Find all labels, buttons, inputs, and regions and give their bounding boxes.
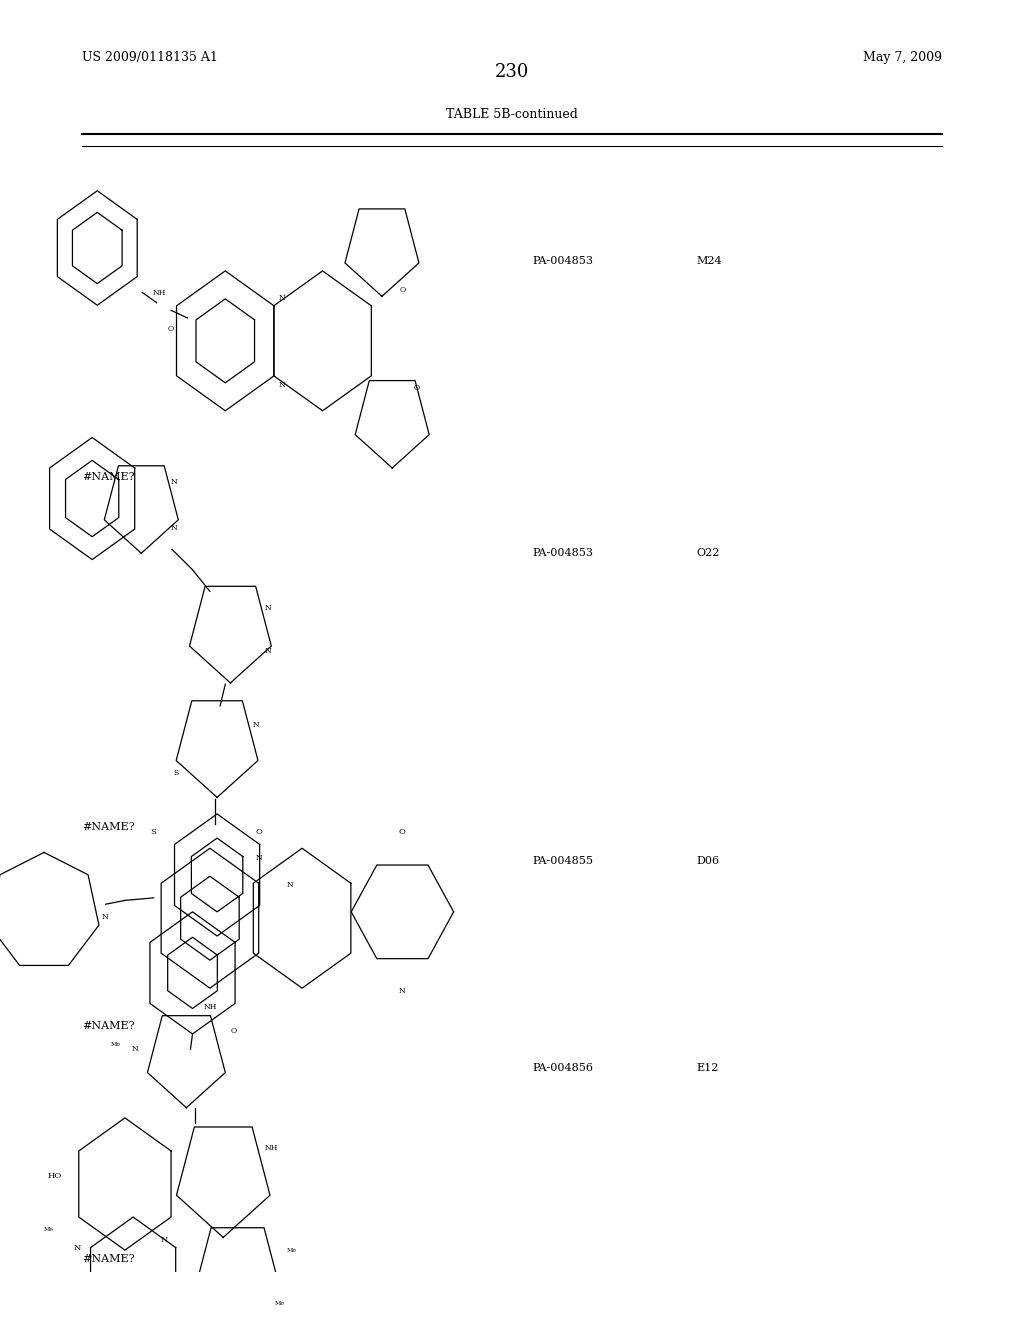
Text: S: S [151,828,157,836]
Text: N: N [279,293,285,301]
Text: O: O [256,828,262,836]
Text: O: O [230,1027,237,1035]
Text: NH: NH [264,1144,279,1152]
Text: NH: NH [203,1003,217,1011]
Text: PA-004855: PA-004855 [532,855,594,866]
Text: E12: E12 [696,1064,719,1073]
Text: May 7, 2009: May 7, 2009 [863,50,942,63]
Text: O: O [168,326,174,334]
Text: Me: Me [111,1041,121,1047]
Text: N: N [253,721,259,729]
Text: #NAME?: #NAME? [82,821,134,832]
Text: N: N [171,478,177,486]
Text: N: N [73,1243,81,1251]
Text: S: S [173,770,179,777]
Text: D06: D06 [696,855,720,866]
Text: 230: 230 [495,63,529,82]
Text: O22: O22 [696,548,720,558]
Text: HO: HO [47,1172,61,1180]
Text: Me: Me [43,1228,53,1233]
Text: N: N [265,605,271,612]
Text: PA-004856: PA-004856 [532,1064,594,1073]
Text: N: N [160,1236,168,1243]
Text: N: N [279,381,285,389]
Text: O: O [399,829,406,837]
Text: M24: M24 [696,256,722,265]
Text: Me: Me [274,1302,285,1305]
Text: O: O [399,286,406,294]
Text: N: N [171,524,177,532]
Text: O: O [414,384,420,392]
Text: #NAME?: #NAME? [82,1022,134,1031]
Text: US 2009/0118135 A1: US 2009/0118135 A1 [82,50,218,63]
Text: PA-004853: PA-004853 [532,548,594,558]
Text: N: N [287,882,293,890]
Text: TABLE 5B-continued: TABLE 5B-continued [446,108,578,121]
Text: Me: Me [287,1247,297,1253]
Text: N: N [399,987,406,995]
Text: NH: NH [153,289,167,297]
Text: #NAME?: #NAME? [82,473,134,482]
Text: N: N [256,854,262,862]
Text: N: N [265,647,271,655]
Text: N: N [101,913,109,921]
Text: N: N [132,1045,138,1053]
Text: #NAME?: #NAME? [82,1254,134,1265]
Text: PA-004853: PA-004853 [532,256,594,265]
